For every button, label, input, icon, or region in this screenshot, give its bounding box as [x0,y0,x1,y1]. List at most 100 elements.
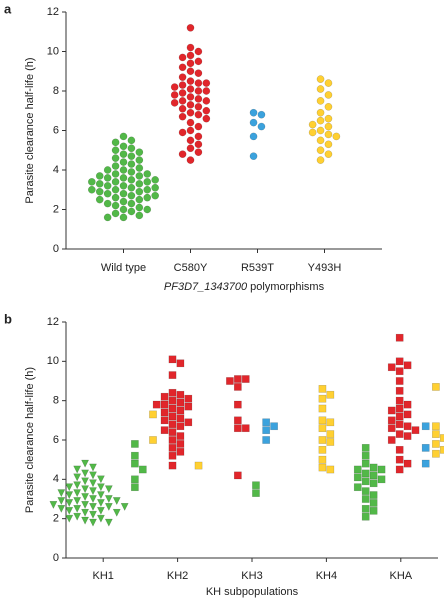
point [103,174,112,182]
point [249,108,258,117]
point [233,416,242,425]
point [143,185,152,194]
point [178,63,187,72]
point [119,213,128,222]
y-axis-label: Parasite clearance half-life (h) [24,57,36,203]
point [186,126,195,135]
point [262,418,271,427]
point [65,491,74,500]
point [160,408,169,417]
point [308,120,317,129]
point [81,469,90,478]
x-tick-label: KH4 [316,570,337,582]
point [88,471,98,480]
point [421,444,430,452]
point [111,201,120,210]
point [318,416,327,425]
point [432,383,440,391]
point [432,449,440,458]
point [73,473,82,482]
point [262,436,271,444]
point [73,497,82,506]
point [135,164,144,172]
point [361,495,370,503]
point [186,85,195,93]
point [395,445,404,454]
point [326,438,335,446]
point [168,404,177,413]
point [176,432,185,440]
point [318,394,327,403]
point [160,392,169,401]
point [194,122,203,131]
point [361,469,370,478]
point [168,371,177,379]
point [120,503,129,512]
point [95,179,104,188]
point [119,197,128,206]
point [377,475,386,484]
point [168,412,177,421]
point [111,138,120,147]
y-tick-label: 6 [53,434,59,446]
point [119,189,128,198]
point [135,203,144,212]
point [81,508,90,517]
point [395,465,404,474]
point [168,355,177,364]
point [135,148,144,157]
point [135,156,144,164]
point [403,422,412,431]
point [119,142,128,151]
point [361,459,370,468]
point [326,430,335,438]
point [135,187,144,196]
point [316,85,325,93]
point [135,211,144,220]
point [96,506,105,515]
point [65,499,74,508]
point [178,81,187,89]
point [111,146,120,155]
point [81,485,90,494]
point [249,132,258,141]
point [326,418,335,427]
point [104,485,113,494]
point [316,97,325,105]
point [324,130,333,139]
point [395,420,404,429]
x-axis-label: PF3D7_1343700 polymorphisms [164,281,325,293]
point [103,189,112,198]
point [387,424,396,433]
point [316,156,325,164]
point [403,459,412,468]
point [176,447,185,456]
point [81,477,90,486]
point [143,193,152,202]
point [127,160,136,168]
point [143,178,152,186]
point [249,118,258,127]
point [178,97,187,105]
point [127,136,136,145]
point [168,388,177,397]
point [186,93,195,101]
point [395,404,404,413]
point [421,422,430,431]
point [432,422,440,431]
point [262,426,271,435]
point [324,140,333,149]
point [95,195,104,204]
point [395,357,404,366]
point [403,432,412,440]
point [249,152,258,161]
point [194,87,203,95]
point [131,459,139,468]
point [176,359,185,368]
point [168,436,177,444]
point [387,363,396,372]
point [318,385,327,393]
point [96,483,105,492]
point [111,170,120,178]
